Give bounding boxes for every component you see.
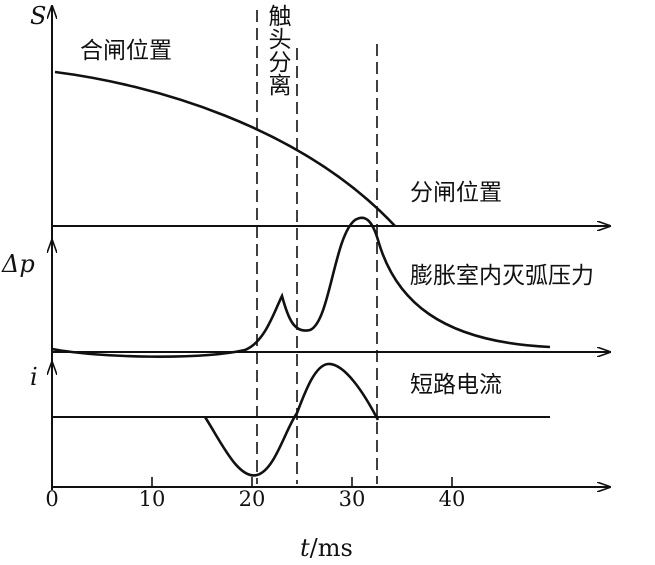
t-symbol: t <box>300 534 310 562</box>
x-tick-label: 20 <box>239 487 266 511</box>
travel-curve <box>54 70 396 227</box>
s-axis-label: S <box>30 2 46 30</box>
open-position-label: 分闸位置 <box>410 180 502 206</box>
pressure-label: 膨胀室内灭弧压力 <box>410 263 594 289</box>
t-unit: /ms <box>310 534 353 562</box>
x-tick-label: 10 <box>139 487 166 511</box>
axes <box>52 6 610 490</box>
t-axis-label: t/ms <box>300 534 353 562</box>
pressure-curve <box>51 216 551 358</box>
dp-axis-label: Δp <box>1 250 35 278</box>
current-label: 短路电流 <box>410 372 502 398</box>
x-tick-label: 0 <box>45 487 58 511</box>
contact-separation-label: 触头分离 <box>264 4 292 96</box>
x-tick-label: 30 <box>339 487 366 511</box>
x-tick-label: 40 <box>439 487 466 511</box>
i-axis-label: i <box>30 363 38 391</box>
current-curve <box>203 362 380 477</box>
close-position-label: 合闸位置 <box>80 38 172 64</box>
